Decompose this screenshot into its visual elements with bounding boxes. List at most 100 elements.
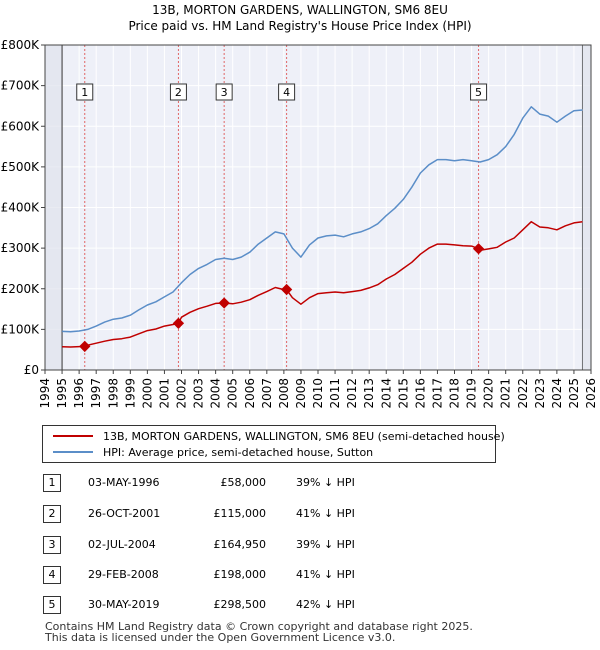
sale-point xyxy=(280,283,293,296)
sale-hpi-diff: 39% ↓ HPI xyxy=(296,538,355,551)
x-tick-label: 1998 xyxy=(106,378,120,409)
x-tick-label: 2000 xyxy=(140,378,154,409)
sale-date: 30-MAY-2019 xyxy=(88,598,160,611)
y-axis: £0 £100K £200K £300K £400K £500K £600K £700K £80… xyxy=(1,38,45,377)
future-shading xyxy=(582,45,591,370)
table-row: 4 29-FEB-2008 £198,000 41% ↓ HPI xyxy=(0,566,600,586)
chart-subtitle: Price paid vs. HM Land Registry's House … xyxy=(128,19,472,33)
sale-number: 5 xyxy=(43,596,61,614)
sale-label-number: 1 xyxy=(81,86,88,99)
y-tick-label: £700K xyxy=(1,79,41,93)
x-tick-label: 1996 xyxy=(72,378,86,409)
legend-price-label: 13B, MORTON GARDENS, WALLINGTON, SM6 8EU… xyxy=(103,429,505,443)
x-tick-label: 2023 xyxy=(533,378,547,409)
sale-date: 03-MAY-1996 xyxy=(88,476,160,489)
x-tick-label: 1994 xyxy=(38,378,52,409)
x-tick-label: 2011 xyxy=(328,378,342,409)
y-tick-label: £400K xyxy=(1,201,41,215)
chart-title: 13B, MORTON GARDENS, WALLINGTON, SM6 8EU xyxy=(152,3,448,17)
sale-point xyxy=(218,297,230,309)
sale-number: 1 xyxy=(43,474,61,492)
sale-price: £298,500 xyxy=(213,598,267,611)
x-tick-label: 2004 xyxy=(209,378,223,409)
table-row: 2 26-OCT-2001 £115,000 41% ↓ HPI xyxy=(0,505,600,525)
x-tick-label: 2024 xyxy=(550,378,564,409)
sale-labels: 1 2 3 4 5 xyxy=(76,83,488,101)
plot-border xyxy=(44,44,592,371)
hpi-line xyxy=(62,106,583,333)
x-tick-label: 2002 xyxy=(175,378,189,409)
sale-price: £58,000 xyxy=(220,476,267,489)
sale-point xyxy=(172,317,185,329)
sale-label-number: 3 xyxy=(221,86,228,99)
footer-license: This data is licensed under the Open Gov… xyxy=(45,631,396,644)
x-tick-label: 2009 xyxy=(294,378,308,409)
legend-price-swatch xyxy=(53,435,93,437)
x-tick-label: 2003 xyxy=(192,378,206,409)
x-tick-label: 2008 xyxy=(277,378,291,409)
table-row: 1 03-MAY-1996 £58,000 39% ↓ HPI xyxy=(0,474,600,494)
y-tick-label: £800K xyxy=(1,38,41,52)
x-tick-label: 2013 xyxy=(362,378,376,409)
y-tick-label: £0 xyxy=(24,363,39,377)
sale-date: 29-FEB-2008 xyxy=(88,568,159,581)
x-axis: 1994 1995 1996 1997 1998 1999 2000 2001 2002 2003… xyxy=(38,370,598,409)
sale-hpi-diff: 42% ↓ HPI xyxy=(296,598,355,611)
sale-date: 26-OCT-2001 xyxy=(88,507,161,520)
x-tick-label: 2020 xyxy=(482,378,496,409)
y-tick-label: £300K xyxy=(1,241,41,255)
legend-item-price: 13B, MORTON GARDENS, WALLINGTON, SM6 8EU… xyxy=(53,428,505,444)
x-tick-label: 2017 xyxy=(430,378,444,409)
grid-lines xyxy=(44,44,592,371)
x-tick-label: 1997 xyxy=(89,378,103,409)
x-tick-label: 2022 xyxy=(516,378,530,409)
x-tick-label: 1999 xyxy=(123,378,137,409)
sale-label-number: 4 xyxy=(283,86,290,99)
x-tick-label: 1995 xyxy=(55,378,69,409)
sale-price: £115,000 xyxy=(213,507,267,520)
legend-hpi-swatch xyxy=(53,451,93,453)
x-tick-label: 2006 xyxy=(243,378,257,409)
table-row: 5 30-MAY-2019 £298,500 42% ↓ HPI xyxy=(0,596,600,616)
pre-data-shading xyxy=(45,45,63,370)
sale-hpi-diff: 41% ↓ HPI xyxy=(296,507,355,520)
x-tick-label: 2025 xyxy=(567,378,581,409)
footer-copyright: Contains HM Land Registry data © Crown c… xyxy=(45,620,473,633)
x-tick-label: 2016 xyxy=(413,378,427,409)
sale-hpi-diff: 39% ↓ HPI xyxy=(296,476,355,489)
x-tick-label: 2026 xyxy=(584,378,598,409)
y-tick-label: £500K xyxy=(1,160,41,174)
x-tick-label: 2007 xyxy=(260,378,274,409)
price-paid-line xyxy=(62,220,583,348)
table-row: 3 02-JUL-2004 £164,950 39% ↓ HPI xyxy=(0,536,600,556)
sale-label-box xyxy=(169,83,187,101)
y-tick-label: £100K xyxy=(1,322,41,336)
x-tick-label: 2015 xyxy=(396,378,410,409)
x-tick-label: 2014 xyxy=(379,378,393,409)
price-chart: 1 2 3 4 5 £0 £100K £200K £300K £400K £500K £600K £7… xyxy=(1,38,598,409)
sale-label-box xyxy=(278,83,296,101)
sale-label-number: 5 xyxy=(475,86,482,99)
x-tick-label: 2005 xyxy=(226,378,240,409)
sale-label-box xyxy=(76,83,94,101)
x-tick-label: 2012 xyxy=(345,378,359,409)
sale-point xyxy=(472,243,485,255)
sale-number: 2 xyxy=(43,505,61,523)
x-tick-label: 2019 xyxy=(465,378,479,409)
sale-number: 3 xyxy=(43,536,61,554)
sale-date: 02-JUL-2004 xyxy=(88,538,156,551)
legend-item-hpi: HPI: Average price, semi-detached house,… xyxy=(53,444,373,460)
sale-number: 4 xyxy=(43,566,61,584)
x-tick-label: 2010 xyxy=(311,378,325,409)
sale-label-box xyxy=(470,83,488,101)
y-tick-label: £600K xyxy=(1,119,41,133)
series-layer xyxy=(62,106,583,348)
legend: 13B, MORTON GARDENS, WALLINGTON, SM6 8EU… xyxy=(42,425,505,463)
x-tick-label: 2001 xyxy=(157,378,171,409)
legend-hpi-label: HPI: Average price, semi-detached house,… xyxy=(103,445,374,459)
sale-price: £164,950 xyxy=(213,538,267,551)
x-tick-label: 2021 xyxy=(499,378,513,409)
y-tick-label: £200K xyxy=(1,282,41,296)
sale-label-box xyxy=(215,83,233,101)
sale-price: £198,000 xyxy=(213,568,267,581)
